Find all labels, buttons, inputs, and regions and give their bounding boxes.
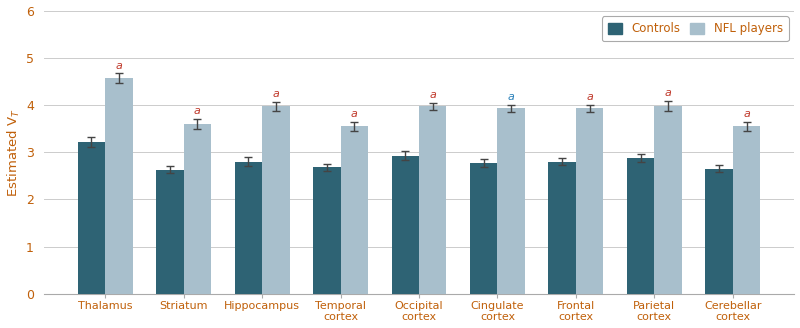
- Text: a: a: [115, 61, 122, 71]
- Bar: [733, 126, 760, 294]
- Bar: [627, 158, 654, 294]
- Legend: Controls, NFL players: Controls, NFL players: [602, 16, 789, 41]
- Bar: [156, 170, 184, 294]
- Bar: [341, 126, 368, 294]
- Bar: [184, 124, 211, 294]
- Bar: [105, 78, 133, 294]
- Bar: [549, 162, 576, 294]
- Bar: [706, 169, 733, 294]
- Bar: [391, 155, 419, 294]
- Bar: [234, 162, 262, 294]
- Bar: [313, 167, 341, 294]
- Bar: [576, 108, 603, 294]
- Text: a: a: [665, 88, 671, 98]
- Bar: [498, 108, 525, 294]
- Bar: [262, 106, 290, 294]
- Bar: [419, 106, 446, 294]
- Text: a: a: [508, 92, 514, 102]
- Text: a: a: [743, 109, 750, 119]
- Bar: [78, 142, 105, 294]
- Text: a: a: [586, 92, 593, 102]
- Text: a: a: [430, 90, 436, 100]
- Text: a: a: [194, 106, 201, 116]
- Y-axis label: Estimated V$_T$: Estimated V$_T$: [6, 108, 22, 196]
- Text: a: a: [272, 89, 279, 99]
- Bar: [654, 106, 682, 294]
- Text: a: a: [351, 109, 358, 119]
- Bar: [470, 163, 498, 294]
